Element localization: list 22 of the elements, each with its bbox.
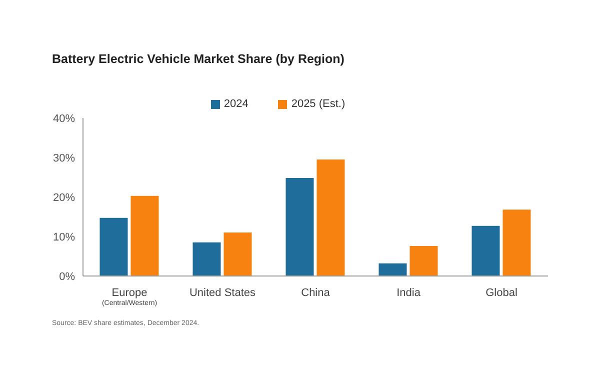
- bar: [410, 246, 438, 276]
- bar: [130, 196, 159, 276]
- bar: [472, 226, 500, 276]
- y-tick-label: 10%: [52, 231, 76, 244]
- y-tick-label: 30%: [52, 152, 76, 164]
- y-tick-label: 20%: [52, 192, 76, 204]
- legend-label: 2024: [224, 98, 248, 110]
- bar: [100, 218, 128, 276]
- x-tick-label: Global: [486, 287, 518, 299]
- bar: [286, 178, 314, 276]
- y-tick-label: 40%: [52, 112, 76, 125]
- bar: [502, 210, 531, 276]
- legend-label: 2025 (Est.): [291, 98, 346, 110]
- chart-title: Battery Electric Vehicle Market Share (by Region): [52, 52, 344, 66]
- bar: [378, 263, 407, 276]
- x-tick-label: India: [396, 287, 422, 299]
- x-tick-label: United States: [189, 287, 256, 299]
- bar: [316, 159, 345, 276]
- bar: [192, 242, 221, 276]
- x-tick-label: China: [301, 287, 331, 299]
- y-tick-label: 0%: [59, 270, 76, 283]
- bar: [224, 232, 252, 276]
